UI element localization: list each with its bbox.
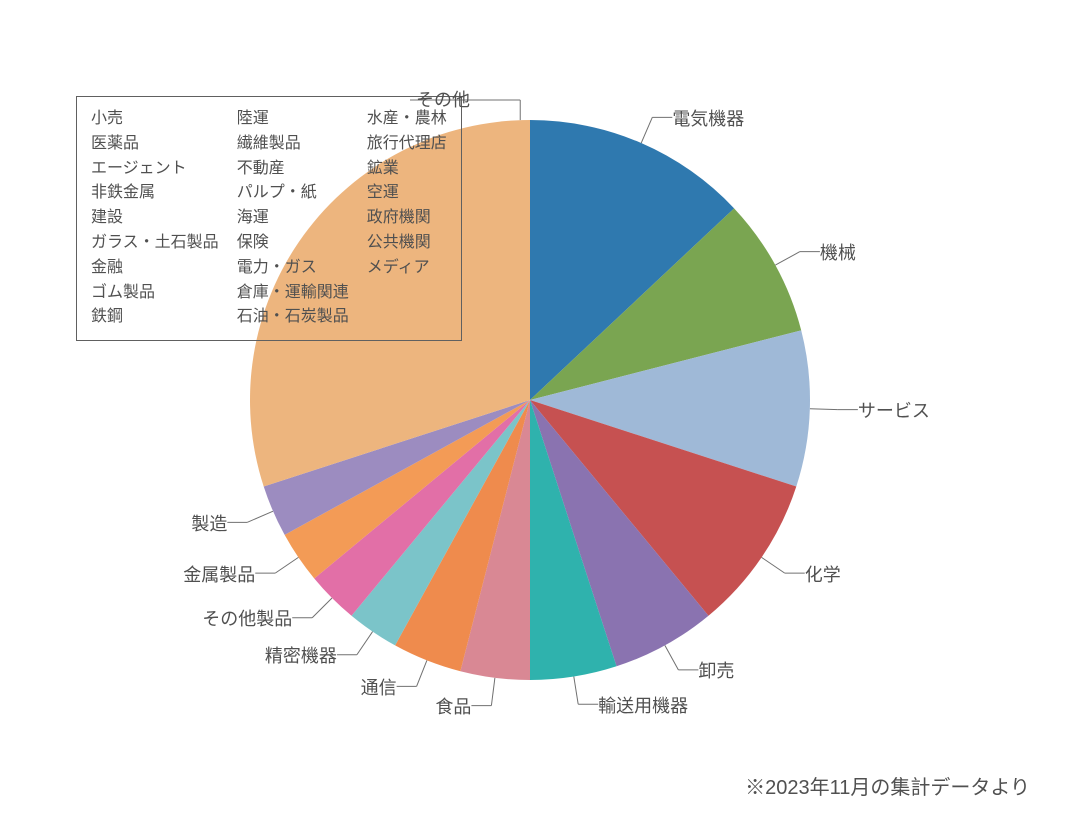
other-box-item: 鉱業 (367, 157, 447, 182)
slice-label: 精密機器 (265, 642, 337, 668)
other-box-item: 不動産 (237, 157, 349, 182)
other-box-item: 金融 (91, 256, 219, 281)
other-box-column: 小売医薬品エージェント非鉄金属建設ガラス・土石製品金融ゴム製品鉄鋼 (91, 107, 219, 330)
other-box-item: 石油・石炭製品 (237, 305, 349, 330)
slice-label: サービス (858, 397, 930, 423)
other-box-item: パルプ・紙 (237, 181, 349, 206)
slice-label: 卸売 (698, 657, 734, 683)
other-box-item: 陸運 (237, 107, 349, 132)
other-box-item: メディア (367, 256, 447, 281)
other-box-item: 建設 (91, 206, 219, 231)
other-box-item: 倉庫・運輸関連 (237, 281, 349, 306)
slice-label: 輸送用機器 (598, 692, 688, 718)
chart-footnote: ※2023年11月の集計データより (745, 771, 1030, 800)
slice-label: 金属製品 (183, 561, 255, 587)
slice-label: その他製品 (202, 605, 292, 631)
slice-label: 食品 (435, 693, 471, 719)
other-box-item: 繊維製品 (237, 132, 349, 157)
slice-label: 製造 (191, 510, 227, 536)
slice-label: 化学 (805, 561, 841, 587)
other-categories-box: 小売医薬品エージェント非鉄金属建設ガラス・土石製品金融ゴム製品鉄鋼陸運繊維製品不… (76, 96, 462, 341)
slice-label: 通信 (361, 674, 397, 700)
other-box-column: 水産・農林旅行代理店鉱業空運政府機関公共機関メディア (367, 107, 447, 330)
other-box-item: ゴム製品 (91, 281, 219, 306)
slice-label: 電気機器 (672, 105, 744, 131)
other-box-item: エージェント (91, 157, 219, 182)
other-box-item: 公共機関 (367, 231, 447, 256)
other-box-item: 保険 (237, 231, 349, 256)
other-box-item: 電力・ガス (237, 256, 349, 281)
other-callout-label: その他 (416, 86, 470, 112)
other-box-item: ガラス・土石製品 (91, 231, 219, 256)
pie-chart-figure: 電気機器機械サービス化学卸売輸送用機器 食品 通信精密機器 その他製品 金属製品 製造 小… (0, 0, 1090, 840)
slice-label: 機械 (820, 239, 856, 265)
other-box-column: 陸運繊維製品不動産パルプ・紙海運保険電力・ガス倉庫・運輸関連石油・石炭製品 (237, 107, 349, 330)
other-box-item: 小売 (91, 107, 219, 132)
other-box-item: 空運 (367, 181, 447, 206)
other-box-item: 旅行代理店 (367, 132, 447, 157)
other-box-item: 海運 (237, 206, 349, 231)
other-box-item: 医薬品 (91, 132, 219, 157)
other-box-item: 政府機関 (367, 206, 447, 231)
other-box-item: 非鉄金属 (91, 181, 219, 206)
other-box-item: 鉄鋼 (91, 305, 219, 330)
